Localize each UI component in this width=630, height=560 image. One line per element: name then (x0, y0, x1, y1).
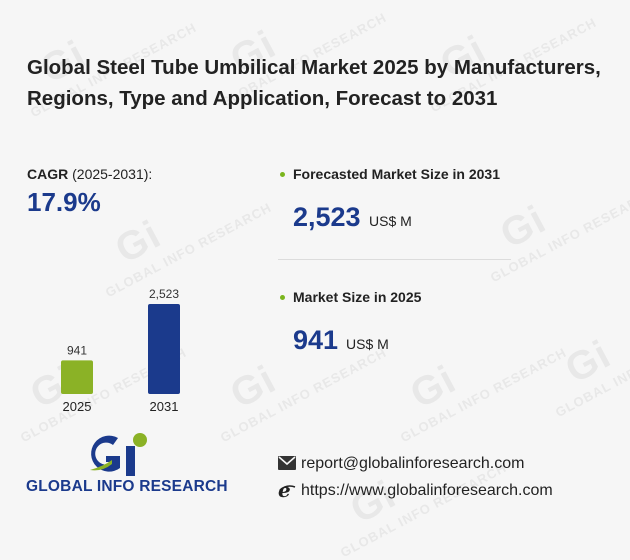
cagr-label: CAGR (2025-2031): (27, 166, 152, 182)
email-link[interactable]: report@globalinforesearch.com (301, 455, 525, 472)
market-size-value: 941 (293, 325, 339, 355)
bar-value-label: 2,523 (149, 287, 179, 301)
website-link[interactable]: https://www.globalinforesearch.com (301, 482, 553, 499)
email-icon (278, 456, 296, 470)
browser-icon: e (278, 481, 296, 499)
watermark: Gi GLOBAL INFO (552, 332, 630, 421)
bullet-icon (280, 295, 285, 300)
bar-2025 (61, 360, 93, 394)
logo-text: GLOBAL INFO RESEARCH (26, 478, 228, 495)
bar-value-label: 941 (67, 343, 87, 357)
market-size-unit: US$ M (346, 336, 389, 352)
bar-chart: 941 2025 2,523 2031 (61, 287, 180, 414)
cagr-period: (2025-2031): (72, 166, 153, 182)
forecast-unit: US$ M (369, 213, 412, 229)
watermark: Gi GLOBAL INFO RESEARCH (397, 344, 570, 446)
forecast-label: Forecasted Market Size in 2031 (293, 166, 500, 182)
svg-text:e: e (278, 481, 291, 499)
bar-2031 (148, 304, 180, 394)
cagr-value: 17.9% (27, 187, 101, 217)
page-title: Global Steel Tube Umbilical Market 2025 … (27, 56, 601, 110)
category-label: 2025 (63, 399, 92, 414)
category-label: 2031 (150, 399, 179, 414)
logo-mark-icon (90, 433, 147, 476)
bullet-icon (280, 172, 285, 177)
divider (278, 259, 511, 260)
market-size-label: Market Size in 2025 (293, 289, 422, 305)
forecast-value: 2,523 (293, 202, 361, 232)
cagr-key: CAGR (27, 166, 69, 182)
